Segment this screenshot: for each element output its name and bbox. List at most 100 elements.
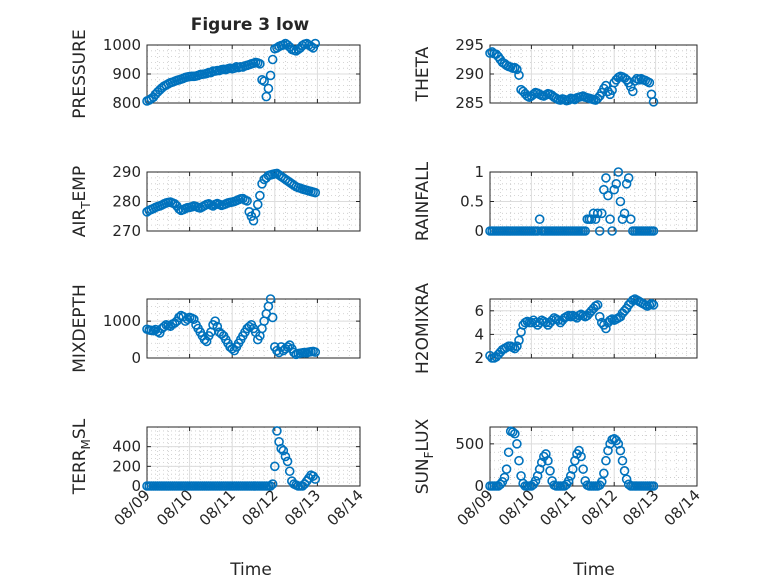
data-point bbox=[201, 336, 212, 347]
data-point bbox=[310, 38, 321, 49]
data-point bbox=[514, 455, 524, 466]
data-point bbox=[567, 464, 578, 474]
data-point bbox=[284, 466, 295, 477]
y-tick-label: 1 bbox=[474, 163, 484, 181]
data-point bbox=[628, 86, 638, 97]
y-axis-label-part: TERR bbox=[70, 449, 90, 495]
data-point bbox=[257, 75, 267, 85]
data-point bbox=[259, 76, 269, 87]
data-point bbox=[280, 451, 291, 462]
panel-rainfall: 0 0.5 1 RAINFALL bbox=[413, 161, 698, 241]
data-point bbox=[495, 479, 506, 490]
y-axis-label-part: EMP bbox=[70, 166, 90, 202]
y-tick-label: 200 bbox=[112, 457, 141, 475]
data-point bbox=[590, 214, 601, 224]
data-point bbox=[541, 317, 551, 328]
data-point bbox=[512, 439, 522, 449]
data-point bbox=[644, 77, 655, 88]
y-axis-label-part: SL bbox=[70, 418, 90, 439]
data-point bbox=[615, 445, 626, 456]
y-axis-label: MIXDEPTH bbox=[70, 284, 90, 373]
data-point bbox=[609, 184, 620, 195]
data-point bbox=[206, 67, 216, 78]
panel-pressure: 800 900 1000 PRESSURE bbox=[70, 29, 361, 119]
axes-box bbox=[489, 298, 698, 359]
y-axis-label-subscript: T bbox=[79, 201, 93, 210]
panel-air-temp: 270 280 290 AIRTEMP bbox=[70, 163, 361, 240]
y-tick-label: 4 bbox=[474, 325, 484, 343]
data-point bbox=[648, 300, 659, 310]
data-point bbox=[605, 214, 615, 224]
data-point bbox=[648, 481, 659, 491]
data-point bbox=[154, 328, 165, 338]
data-point bbox=[545, 466, 555, 476]
y-tick-label: 6 bbox=[474, 302, 484, 320]
data-point bbox=[267, 312, 278, 323]
data-point bbox=[263, 83, 274, 94]
x-axis-label-left: Time bbox=[229, 560, 272, 580]
data-point bbox=[601, 323, 611, 334]
data-point bbox=[623, 173, 634, 183]
y-axis-label: H2OMIXRA bbox=[413, 283, 433, 374]
y-tick-label: 0 bbox=[131, 349, 141, 367]
panel-h2omixra: 2 4 6 H2OMIXRA bbox=[413, 283, 698, 374]
y-axis-label: AIRTEMP bbox=[70, 166, 93, 237]
y-axis-label: RAINFALL bbox=[413, 161, 433, 241]
y-tick-label: 0 bbox=[131, 477, 141, 495]
data-point bbox=[580, 226, 591, 236]
y-tick-label: 900 bbox=[112, 65, 141, 83]
data-point bbox=[596, 476, 607, 487]
data-point bbox=[592, 208, 603, 219]
data-point bbox=[272, 426, 282, 436]
y-tick-label: 400 bbox=[112, 438, 141, 456]
panel-mixdepth: 0 1000 MIXDEPTH bbox=[70, 284, 361, 373]
data-point bbox=[530, 476, 541, 486]
data-point bbox=[592, 300, 603, 310]
data-point bbox=[553, 315, 564, 326]
data-point bbox=[625, 214, 636, 224]
panel-theta: 285 290 295 THETA bbox=[413, 36, 698, 112]
y-tick-label: 270 bbox=[112, 222, 141, 240]
data-point bbox=[265, 294, 276, 304]
data-point bbox=[601, 173, 611, 183]
data-point bbox=[265, 70, 276, 81]
data-point bbox=[310, 347, 321, 357]
data-point bbox=[512, 341, 522, 352]
data-point bbox=[252, 199, 263, 210]
data-point bbox=[601, 80, 611, 91]
data-point bbox=[501, 464, 512, 474]
data-point bbox=[613, 167, 624, 177]
y-axis-label-part: SUN bbox=[413, 458, 433, 494]
data-point bbox=[534, 317, 545, 328]
data-point bbox=[596, 208, 607, 219]
y-tick-label: 0 bbox=[474, 222, 484, 240]
data-point bbox=[244, 207, 255, 217]
data-point bbox=[594, 311, 605, 322]
data-point bbox=[310, 474, 321, 484]
y-tick-label: 290 bbox=[455, 65, 484, 83]
data-point bbox=[621, 179, 632, 189]
y-tick-label: 0 bbox=[474, 477, 484, 495]
data-point bbox=[543, 455, 553, 466]
data-point bbox=[255, 59, 265, 69]
data-point bbox=[265, 481, 276, 491]
figure-title: Figure 3 low bbox=[191, 15, 310, 35]
y-tick-label: 0.5 bbox=[460, 193, 484, 211]
data-point bbox=[267, 54, 278, 65]
data-point bbox=[159, 321, 169, 332]
data-point bbox=[617, 455, 628, 466]
y-axis-label-part: LUX bbox=[413, 418, 433, 451]
y-axis-label: SUNFLUX bbox=[413, 418, 436, 494]
y-tick-label: 295 bbox=[455, 36, 484, 54]
y-axis-label: THETA bbox=[413, 46, 433, 102]
data-point bbox=[621, 474, 632, 485]
data-point bbox=[615, 196, 626, 207]
y-tick-label: 1000 bbox=[103, 312, 141, 330]
data-point bbox=[212, 321, 223, 332]
y-axis-label-subscript: F bbox=[422, 451, 436, 458]
data-point bbox=[619, 208, 630, 219]
data-point bbox=[534, 214, 545, 224]
data-point bbox=[510, 343, 520, 354]
y-axis-label-subscript: M bbox=[79, 439, 93, 449]
